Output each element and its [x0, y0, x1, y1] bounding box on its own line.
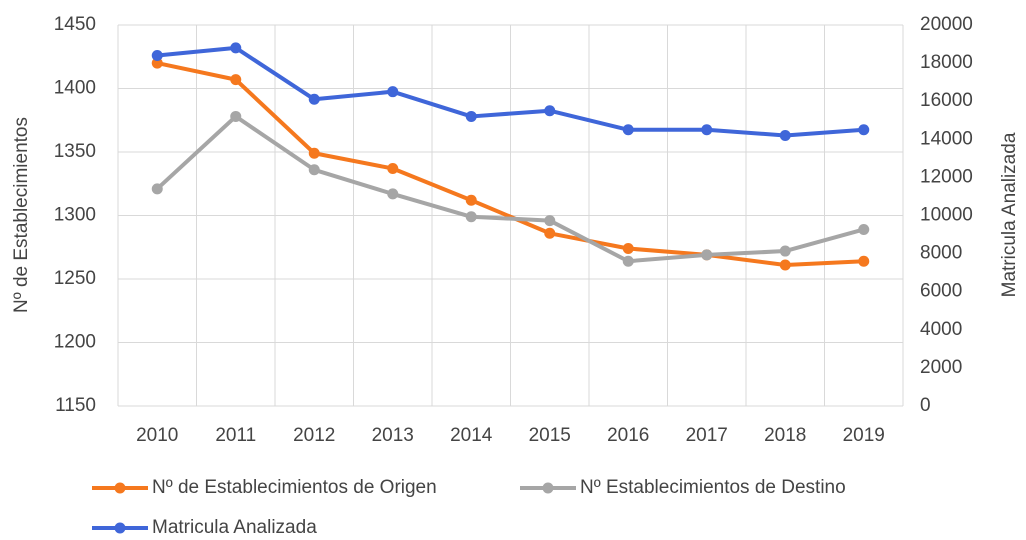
x-tick-label: 2016: [607, 425, 649, 446]
data-point: [465, 211, 477, 223]
y2-tick-label: 8000: [920, 243, 962, 264]
y2-tick-label: 0: [920, 395, 931, 416]
data-point: [308, 164, 320, 176]
y-tick-label: 1450: [54, 14, 96, 35]
x-tick-label: 2011: [215, 425, 256, 446]
data-point: [544, 227, 556, 239]
y-axis-title: Nº de Establecimientos: [11, 117, 32, 313]
y-tick-label: 1250: [54, 268, 96, 289]
data-point: [701, 124, 713, 136]
data-point: [779, 245, 791, 257]
data-point: [230, 74, 242, 86]
x-tick-label: 2010: [136, 425, 178, 446]
y-tick-label: 1400: [54, 78, 96, 99]
y-tick-label: 1200: [54, 332, 96, 353]
y2-axis-title: Matricula Analizada: [999, 132, 1020, 297]
y2-tick-label: 12000: [920, 166, 973, 187]
data-point: [465, 194, 477, 206]
data-point: [151, 57, 163, 69]
x-tick-label: 2018: [764, 425, 806, 446]
legend-marker: [114, 522, 126, 534]
y2-tick-label: 14000: [920, 128, 973, 149]
y2-tick-label: 4000: [920, 319, 962, 340]
data-point: [622, 255, 634, 267]
y2-tick-label: 20000: [920, 14, 973, 35]
y2-tick-label: 6000: [920, 281, 962, 302]
data-point: [387, 163, 399, 175]
data-point: [230, 110, 242, 122]
data-point: [701, 249, 713, 261]
data-point: [622, 243, 634, 255]
data-point: [544, 215, 556, 227]
legend-label: Matricula Analizada: [152, 517, 317, 538]
y2-tick-label: 18000: [920, 52, 973, 73]
y2-tick-label: 16000: [920, 90, 973, 111]
series-line: [157, 45, 864, 138]
data-point: [858, 124, 870, 136]
y2-tick-label: 10000: [920, 205, 973, 226]
data-point: [230, 42, 242, 54]
x-tick-label: 2019: [843, 425, 885, 446]
x-tick-label: 2014: [450, 425, 493, 446]
data-point: [151, 183, 163, 195]
series-line: [155, 114, 865, 264]
data-point: [858, 255, 870, 267]
x-tick-label: 2015: [529, 425, 571, 446]
x-tick-label: 2013: [372, 425, 414, 446]
legend-label: Nº de Establecimientos de Origen: [152, 477, 437, 498]
data-point: [387, 86, 399, 98]
data-point: [622, 124, 634, 136]
y2-tick-label: 2000: [920, 357, 962, 378]
data-point: [858, 223, 870, 235]
data-point: [779, 259, 791, 271]
legend-marker: [114, 482, 126, 494]
x-tick-label: 2012: [293, 425, 335, 446]
y-tick-label: 1150: [55, 395, 96, 416]
legend-label: Nº Establecimientos de Destino: [580, 477, 846, 498]
y-tick-label: 1300: [54, 205, 96, 226]
data-point: [465, 110, 477, 122]
data-point: [151, 49, 163, 61]
data-point: [544, 105, 556, 117]
data-point: [779, 129, 791, 141]
legend-marker: [542, 482, 554, 494]
data-point: [308, 93, 320, 105]
data-point: [387, 188, 399, 200]
data-point: [308, 147, 320, 159]
y-tick-label: 1350: [54, 141, 96, 162]
x-tick-label: 2017: [686, 425, 728, 446]
